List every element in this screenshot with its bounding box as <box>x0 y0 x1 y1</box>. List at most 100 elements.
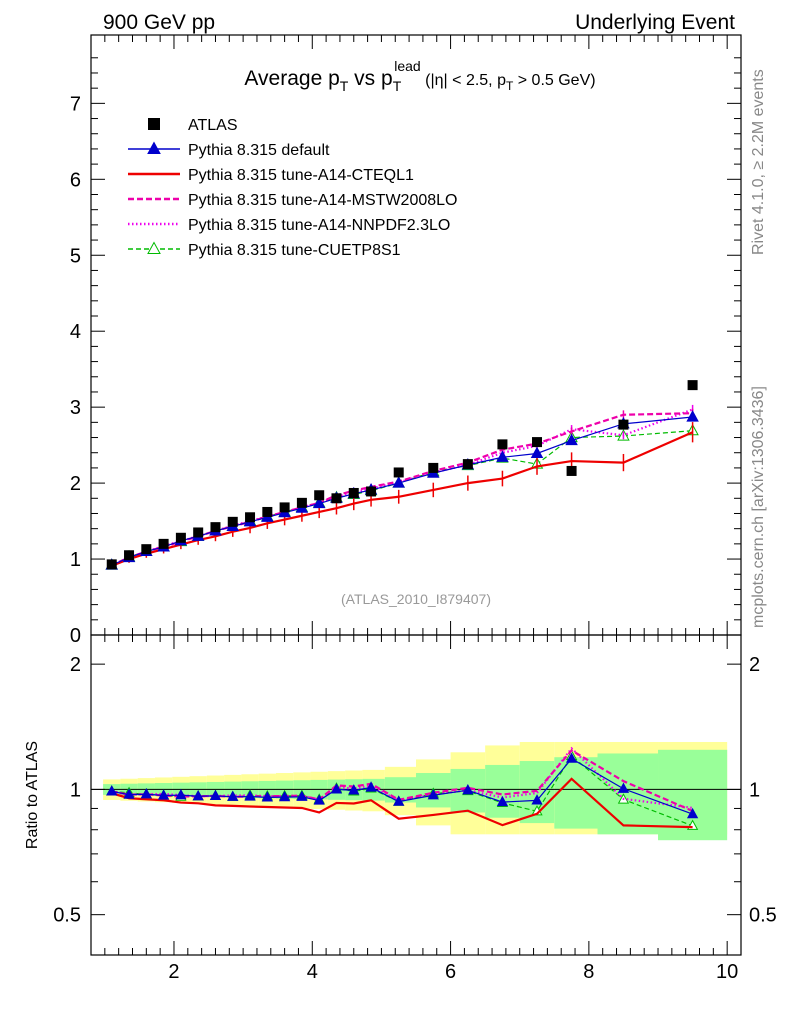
ratio-point-default <box>348 784 360 795</box>
data-point-atlas <box>262 506 273 517</box>
x-tick-label: 6 <box>445 961 456 983</box>
ratio-point-default <box>330 783 343 794</box>
x-tick-label: 8 <box>583 961 594 983</box>
ratio-point-default <box>686 807 699 819</box>
series-line-nnpdf <box>111 408 693 567</box>
ratio-point-default <box>565 752 578 763</box>
legend-label-cuetp: Pythia 8.315 tune-CUETP8S1 <box>188 242 401 259</box>
ratio-point-default <box>175 788 187 800</box>
ratio-y-tick-label-right: 1 <box>749 779 760 801</box>
side-label-mcplots: mcplots.cern.ch [arXiv:1306.3436] <box>750 386 767 628</box>
ratio-point-default <box>209 789 222 800</box>
ratio-y-tick-label-right: 2 <box>749 654 760 676</box>
data-point-atlas <box>158 538 169 549</box>
data-point-atlas <box>193 527 204 538</box>
y-tick-label: 2 <box>70 473 81 495</box>
y-tick-label: 0 <box>70 625 81 647</box>
data-point-atlas <box>106 559 117 570</box>
ratio-point-default <box>531 794 543 805</box>
legend-marker-atlas <box>148 118 160 130</box>
data-point-atlas <box>227 516 238 527</box>
ratio-point-default <box>106 785 118 796</box>
data-point-atlas <box>279 502 290 513</box>
point-default <box>565 433 578 446</box>
ratio-point-default <box>157 789 170 800</box>
ratio-point-default <box>393 795 405 806</box>
legend-label-nnpdf: Pythia 8.315 tune-A14-NNPDF2.3LO <box>188 217 450 234</box>
ratio-point-default <box>227 790 239 801</box>
ratio-point-default <box>278 790 291 802</box>
ratio-series <box>106 746 699 830</box>
legend-label-mstw: Pythia 8.315 tune-A14-MSTW2008LO <box>188 192 457 209</box>
data-point-atlas <box>331 493 342 504</box>
ratio-y-tick-label-right: 0.5 <box>749 905 777 927</box>
green-band-bin <box>554 757 598 829</box>
chart-title: Average pT vs pTlead (|η| < 2.5, pT > 0.… <box>244 58 595 94</box>
y-tick-label: 7 <box>70 93 81 115</box>
ratio-point-default <box>617 782 630 793</box>
legend-label-data: ATLAS <box>188 117 238 134</box>
point-default <box>686 410 699 422</box>
green-band-bin <box>597 753 659 835</box>
ratio-y-tick-label: 0.5 <box>53 905 81 927</box>
ratio-point-default <box>365 781 377 792</box>
ratio-ylabel: Ratio to ATLAS <box>24 741 41 849</box>
data-point-atlas <box>497 439 508 450</box>
ratio-point-default <box>296 790 308 801</box>
data-point-atlas <box>124 550 135 561</box>
data-point-atlas <box>141 544 152 555</box>
data-point-atlas <box>462 459 473 470</box>
data-point-atlas <box>245 512 256 523</box>
legend-label-default: Pythia 8.315 default <box>188 142 330 159</box>
header-left: 900 GeV pp <box>103 11 215 34</box>
ratio-point-default <box>123 788 135 799</box>
main-series <box>105 380 699 570</box>
y-tick-label: 6 <box>70 169 81 191</box>
header-right: Underlying Event <box>575 11 735 34</box>
legend-marker-cuetp <box>147 241 161 254</box>
ratio-point-default <box>244 790 256 801</box>
ratio-point-default <box>192 789 204 801</box>
data-point-atlas <box>210 522 221 533</box>
ratio-frame <box>90 634 742 956</box>
legend-marker-default <box>147 141 161 154</box>
ratio-point-default <box>261 791 273 802</box>
data-point-atlas <box>348 487 359 498</box>
ratio-y-tick-label: 1 <box>70 779 81 801</box>
data-point-atlas <box>175 532 186 543</box>
axes: 2 4 6 8 10 0 1 2 3 4 5 6 7 0.5 0.5 1 1 2 2 <box>53 34 777 983</box>
ratio-line-cteq <box>111 777 693 829</box>
x-tick-label: 2 <box>168 961 179 983</box>
series-line-mstw <box>111 412 693 567</box>
ratio-point-default <box>313 794 325 805</box>
y-tick-label: 1 <box>70 549 81 571</box>
data-point-atlas <box>393 467 404 478</box>
ratio-point-default <box>496 795 509 807</box>
legend-label-cteq: Pythia 8.315 tune-A14-CTEQL1 <box>188 167 414 184</box>
data-point-atlas <box>428 462 439 473</box>
series-line-cteq <box>111 431 694 567</box>
data-point-atlas <box>366 486 377 497</box>
watermark: (ATLAS_2010_I879407) <box>341 591 491 607</box>
point-default <box>530 446 544 459</box>
series-line-cuetp <box>111 430 693 566</box>
legend: ATLAS Pythia 8.315 default Pythia 8.315 tu… <box>128 117 457 259</box>
y-tick-label: 5 <box>70 245 81 267</box>
point-default <box>496 450 509 462</box>
data-point-atlas <box>532 437 543 448</box>
ratio-point-default <box>462 783 474 795</box>
data-point-atlas <box>296 497 307 508</box>
y-tick-label: 3 <box>70 397 81 419</box>
data-point-atlas <box>687 380 698 391</box>
side-label-rivet: Rivet 4.1.0, ≥ 2.2M events <box>750 69 767 255</box>
data-point-atlas <box>566 465 577 476</box>
point-default <box>392 476 405 488</box>
data-point-atlas <box>314 490 325 501</box>
x-tick-label: 4 <box>307 961 318 983</box>
x-tick-label: 10 <box>716 961 738 983</box>
y-tick-label: 4 <box>70 321 81 343</box>
data-point-atlas <box>618 419 629 430</box>
ratio-point-default <box>140 788 152 799</box>
ratio-y-tick-label: 2 <box>70 654 81 676</box>
